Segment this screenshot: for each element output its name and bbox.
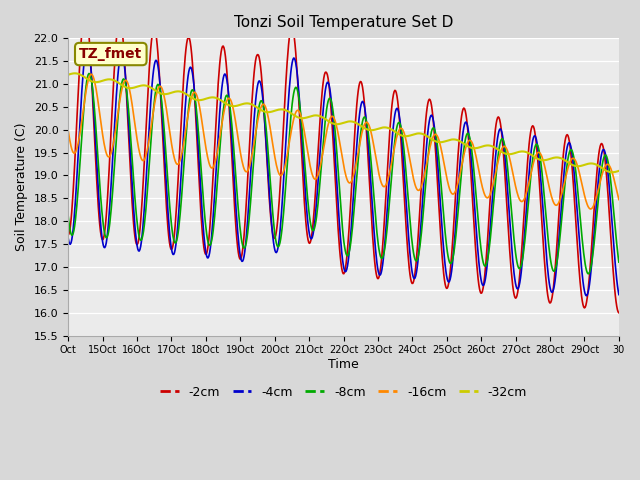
-16cm (432, 132, 440, 137)
-8cm (279, 218, 287, 224)
Line: -8cm: -8cm (68, 73, 619, 274)
-2cm (432, 152, 440, 157)
-16cm (587, 206, 595, 212)
-32cm (609, 169, 616, 175)
-4cm (583, 293, 591, 299)
-4cm (130, 204, 138, 210)
-8cm (64, 213, 72, 218)
-32cm (130, 85, 138, 91)
-8cm (615, 259, 623, 265)
-32cm (258, 108, 266, 113)
-4cm (279, 190, 287, 195)
-16cm (87, 72, 95, 77)
-4cm (432, 137, 440, 143)
-4cm (231, 185, 239, 191)
-2cm (279, 135, 287, 141)
-32cm (401, 133, 409, 139)
Title: Tonzi Soil Temperature Set D: Tonzi Soil Temperature Set D (234, 15, 453, 30)
-8cm (401, 157, 409, 163)
-16cm (231, 114, 239, 120)
-8cm (231, 159, 239, 165)
X-axis label: Time: Time (328, 358, 359, 371)
Line: -32cm: -32cm (68, 73, 619, 172)
-8cm (130, 176, 138, 181)
-16cm (615, 197, 623, 203)
-4cm (84, 44, 92, 49)
-16cm (401, 133, 409, 139)
-32cm (615, 168, 623, 174)
-32cm (71, 71, 79, 76)
-4cm (258, 89, 266, 95)
Legend: -2cm, -4cm, -8cm, -16cm, -32cm: -2cm, -4cm, -8cm, -16cm, -32cm (155, 381, 532, 404)
-8cm (584, 271, 592, 276)
-16cm (64, 127, 72, 133)
Y-axis label: Soil Temperature (C): Soil Temperature (C) (15, 122, 28, 251)
-16cm (279, 170, 287, 176)
Line: -2cm: -2cm (68, 11, 619, 313)
Line: -16cm: -16cm (68, 74, 619, 209)
-32cm (279, 107, 287, 112)
-4cm (401, 179, 409, 185)
-4cm (615, 292, 623, 298)
Text: TZ_fmet: TZ_fmet (79, 47, 143, 61)
-8cm (85, 71, 93, 76)
-32cm (432, 139, 440, 144)
-2cm (401, 204, 409, 210)
-16cm (258, 102, 266, 108)
-32cm (231, 103, 239, 109)
-8cm (258, 98, 266, 104)
Line: -4cm: -4cm (68, 47, 619, 296)
-2cm (231, 207, 239, 213)
-8cm (432, 132, 440, 137)
-2cm (130, 219, 138, 225)
-2cm (258, 79, 266, 85)
-16cm (130, 111, 138, 117)
-4cm (64, 235, 72, 241)
-32cm (64, 72, 72, 78)
-2cm (64, 232, 72, 238)
-2cm (81, 8, 89, 13)
-2cm (615, 310, 623, 316)
